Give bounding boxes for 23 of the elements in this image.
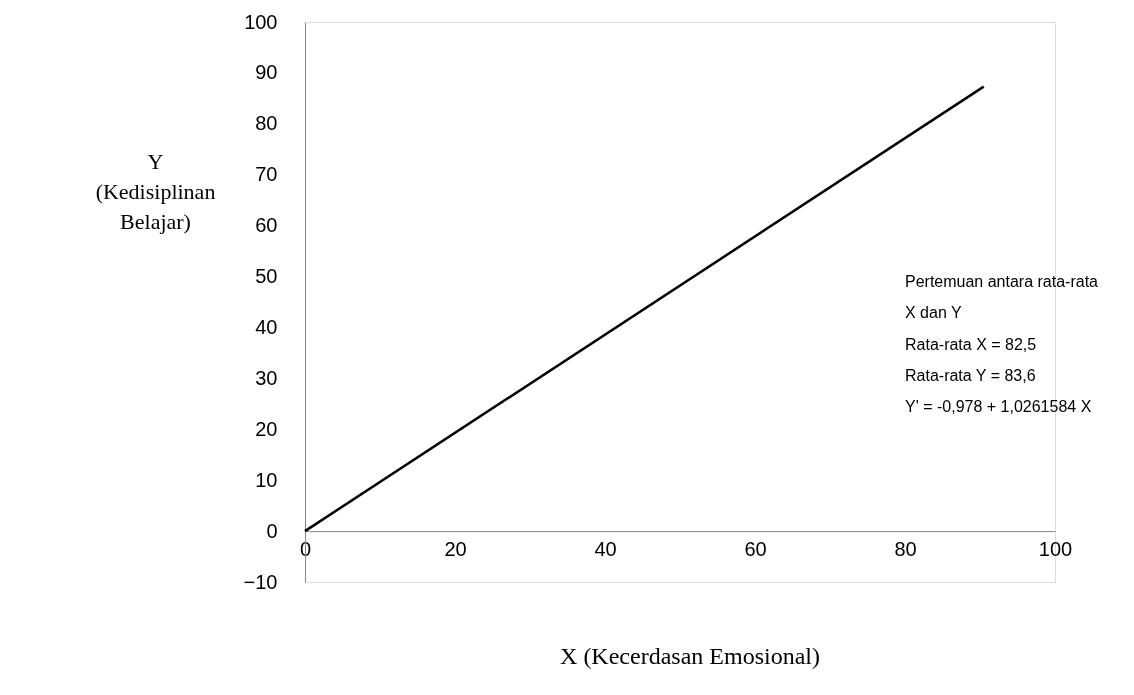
y-tick-label: 70: [255, 163, 278, 186]
y-tick-label: 20: [255, 417, 278, 440]
annotation: Rata-rata Y = 83,6: [905, 366, 1036, 384]
x-tick-label: 100: [1038, 537, 1073, 560]
x-axis-title: X (Kecerdasan Emosional): [560, 643, 820, 669]
x-tick-label: 80: [894, 537, 917, 560]
y-tick-label: 10: [255, 468, 278, 491]
y-tick-label: 90: [255, 61, 278, 84]
annotation: Pertemuan antara rata-rata X dan Y: [905, 272, 1099, 322]
y-tick-label: 40: [255, 315, 278, 338]
y-axis-title: Y (Kedisiplinan Belajar): [95, 148, 216, 234]
y-tick-label: 80: [255, 112, 278, 135]
x-tick-label: 60: [744, 537, 767, 560]
y-tick-label: −10: [243, 570, 278, 593]
x-tick-label: 40: [594, 537, 617, 560]
y-tick-label: 100: [244, 10, 278, 33]
x-tick-label: 20: [444, 537, 467, 560]
annotation: Rata-rata X = 82,5: [905, 335, 1037, 353]
annotation: Y' = -0,978 + 1,0261584 X: [905, 398, 1092, 416]
y-tick-label: 0: [266, 519, 278, 542]
y-tick-label: 50: [255, 265, 278, 288]
y-tick-label: 30: [255, 366, 278, 389]
y-tick-label: 60: [255, 214, 278, 237]
